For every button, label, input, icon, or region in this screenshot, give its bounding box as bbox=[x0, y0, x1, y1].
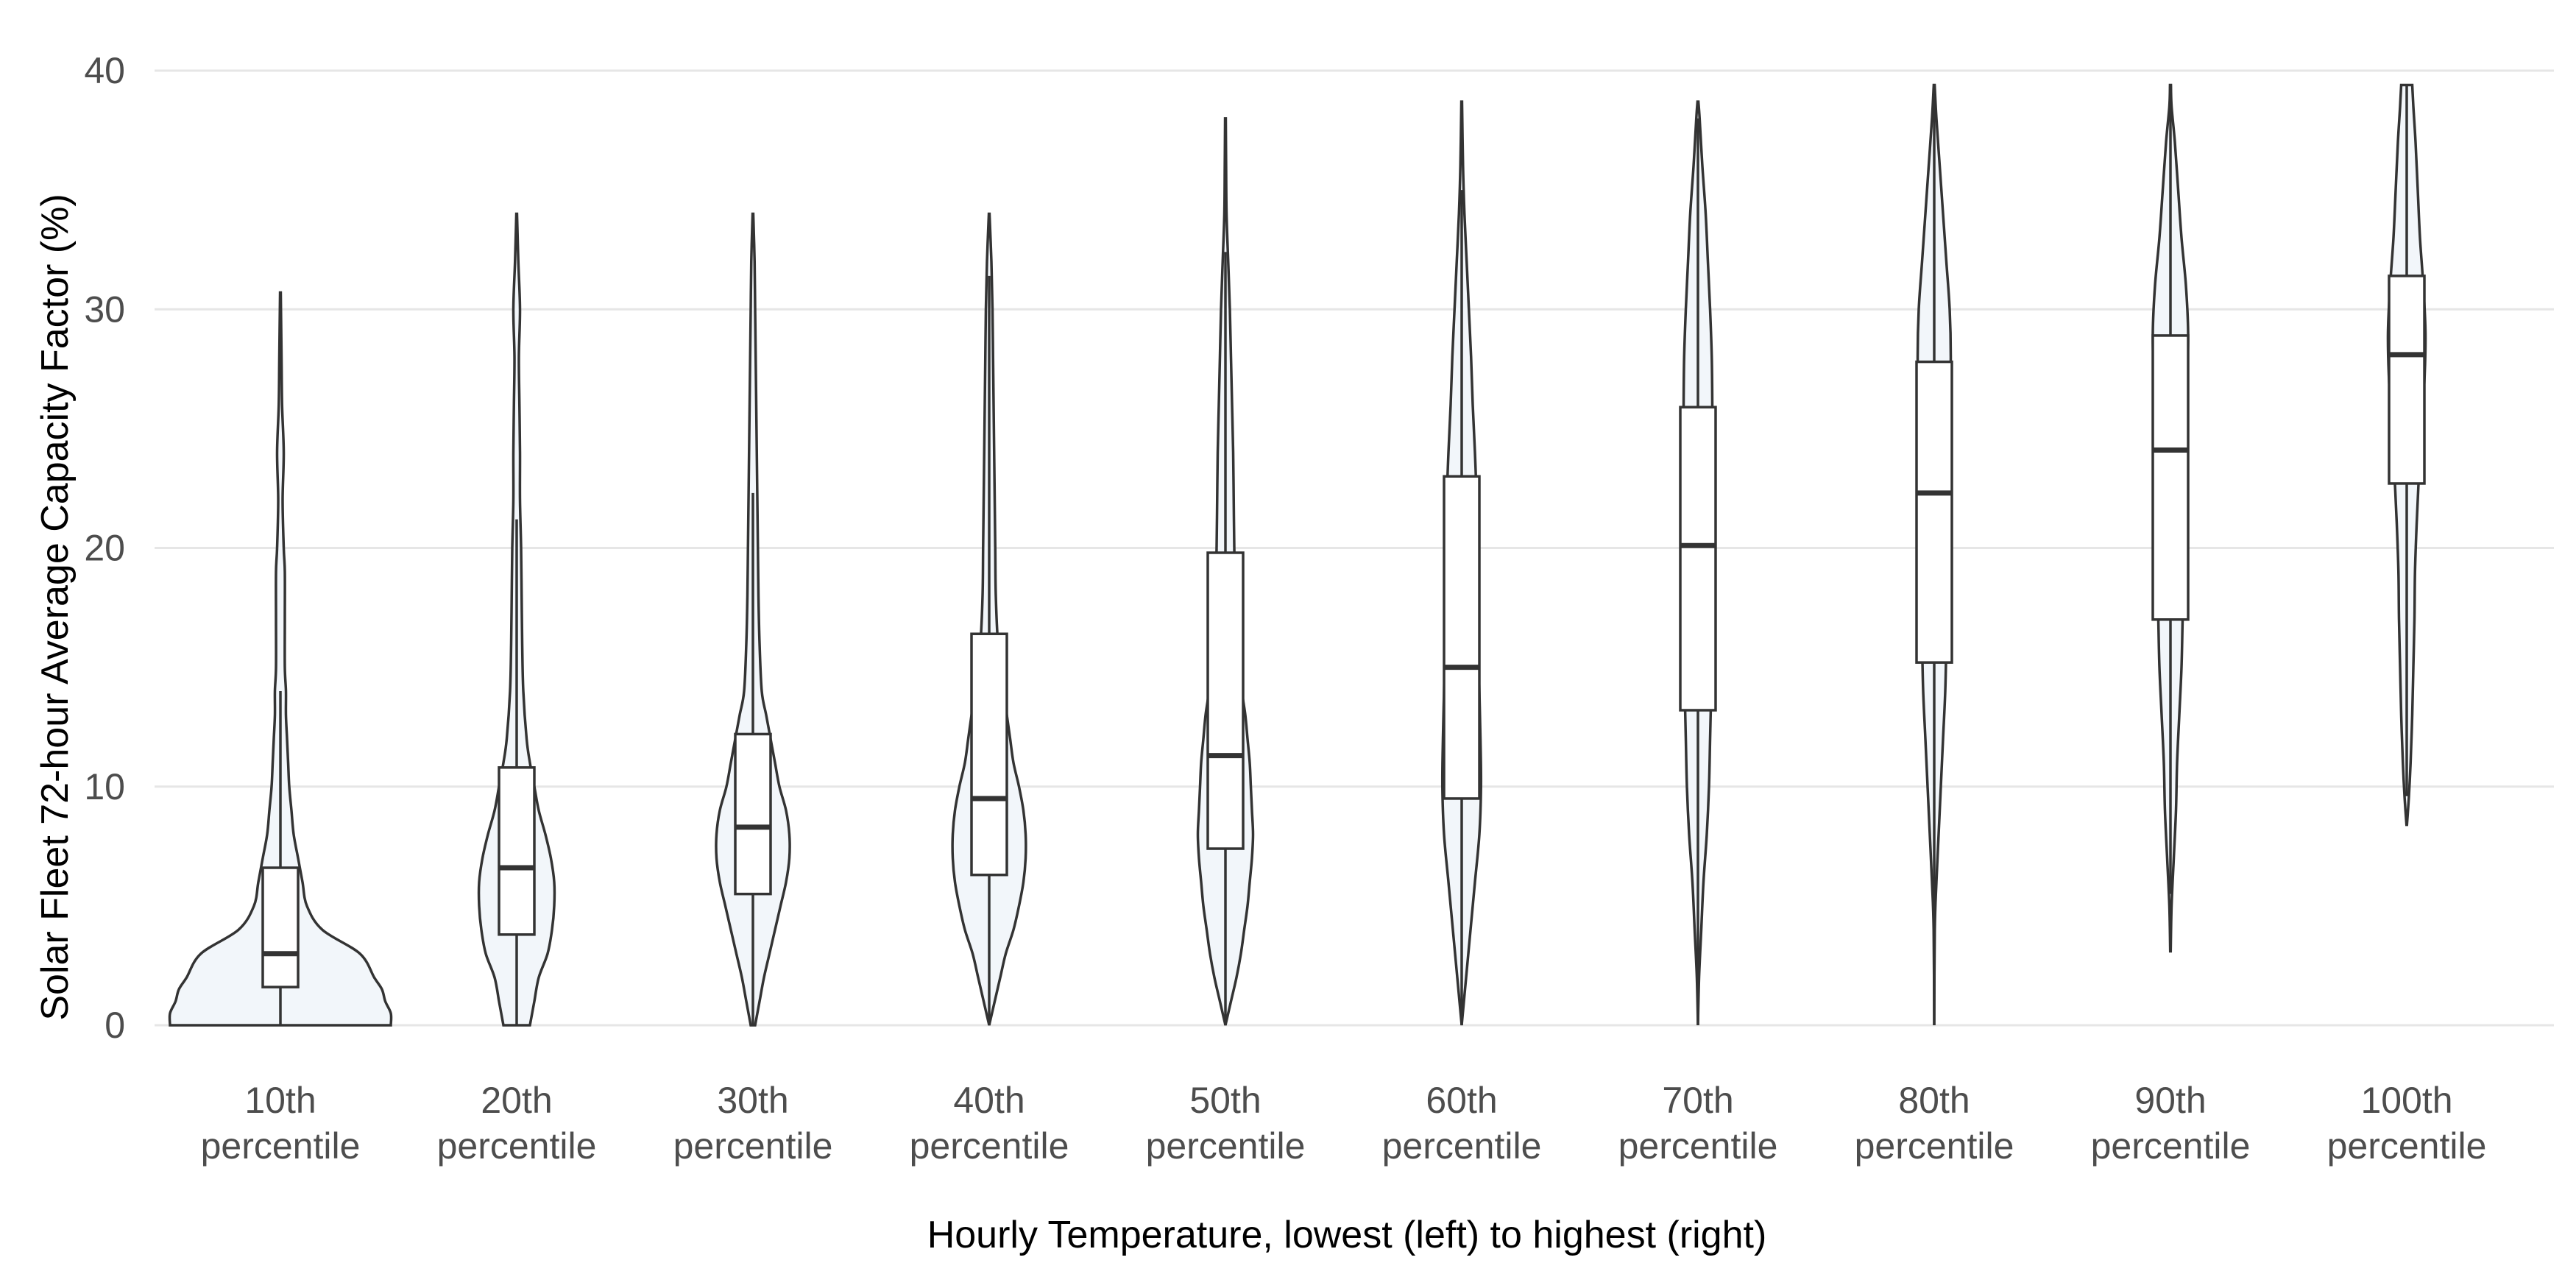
violin-group bbox=[1196, 117, 1255, 1026]
x-tick-label: 50th bbox=[1189, 1080, 1261, 1121]
iqr-box bbox=[2151, 334, 2190, 621]
violin-group bbox=[1679, 100, 1717, 1026]
x-tick-label: 40th bbox=[953, 1080, 1025, 1121]
x-tick-label: 60th bbox=[1426, 1080, 1497, 1121]
x-tick-label: percentile bbox=[2327, 1125, 2487, 1167]
x-tick-label: percentile bbox=[201, 1125, 361, 1167]
x-tick-label: 90th bbox=[2134, 1080, 2206, 1121]
iqr-box bbox=[734, 732, 772, 896]
x-axis-ticks: 10thpercentile20thpercentile30thpercenti… bbox=[201, 1080, 2487, 1167]
x-tick-label: percentile bbox=[1146, 1125, 1306, 1167]
x-tick-label: percentile bbox=[1382, 1125, 1542, 1167]
y-axis-ticks: 0 10 20 30 40 bbox=[84, 50, 125, 1046]
y-tick-label: 10 bbox=[84, 766, 125, 807]
x-tick-label: 100th bbox=[2360, 1080, 2452, 1121]
iqr-box bbox=[1443, 475, 1481, 800]
y-tick-label: 40 bbox=[84, 50, 125, 91]
y-axis-title: Solar Fleet 72-hour Average Capacity Fac… bbox=[34, 194, 77, 1020]
violin-group bbox=[477, 212, 556, 1027]
x-tick-label: percentile bbox=[437, 1125, 597, 1167]
iqr-box bbox=[970, 632, 1008, 877]
violin-group bbox=[1915, 83, 1953, 1026]
violin-group bbox=[715, 212, 791, 1027]
x-tick-label: percentile bbox=[1618, 1125, 1778, 1167]
x-axis-title: Hourly Temperature, lowest (left) to hig… bbox=[927, 1214, 1767, 1256]
violin-group bbox=[2386, 83, 2427, 827]
violin-group bbox=[1440, 100, 1483, 1026]
x-tick-label: 20th bbox=[481, 1080, 552, 1121]
x-tick-label: 30th bbox=[717, 1080, 788, 1121]
x-tick-label: percentile bbox=[1855, 1125, 2014, 1167]
iqr-box bbox=[2388, 275, 2426, 485]
violin-group bbox=[2151, 83, 2190, 953]
x-tick-label: percentile bbox=[673, 1125, 833, 1167]
y-tick-label: 30 bbox=[84, 289, 125, 330]
iqr-box bbox=[1206, 551, 1245, 850]
violin-group bbox=[168, 291, 393, 1027]
violin-group bbox=[951, 212, 1027, 1026]
y-tick-label: 0 bbox=[105, 1005, 125, 1046]
iqr-box bbox=[261, 866, 300, 988]
violin-shape bbox=[168, 291, 393, 1027]
x-tick-label: percentile bbox=[910, 1125, 1069, 1167]
iqr-box bbox=[1679, 406, 1717, 712]
x-tick-label: 70th bbox=[1662, 1080, 1733, 1121]
y-tick-label: 20 bbox=[84, 528, 125, 569]
iqr-box bbox=[498, 766, 536, 936]
violins bbox=[168, 83, 2427, 1027]
x-tick-label: 10th bbox=[244, 1080, 316, 1121]
x-tick-label: percentile bbox=[2091, 1125, 2251, 1167]
x-tick-label: 80th bbox=[1898, 1080, 1970, 1121]
iqr-box bbox=[1915, 360, 1953, 664]
